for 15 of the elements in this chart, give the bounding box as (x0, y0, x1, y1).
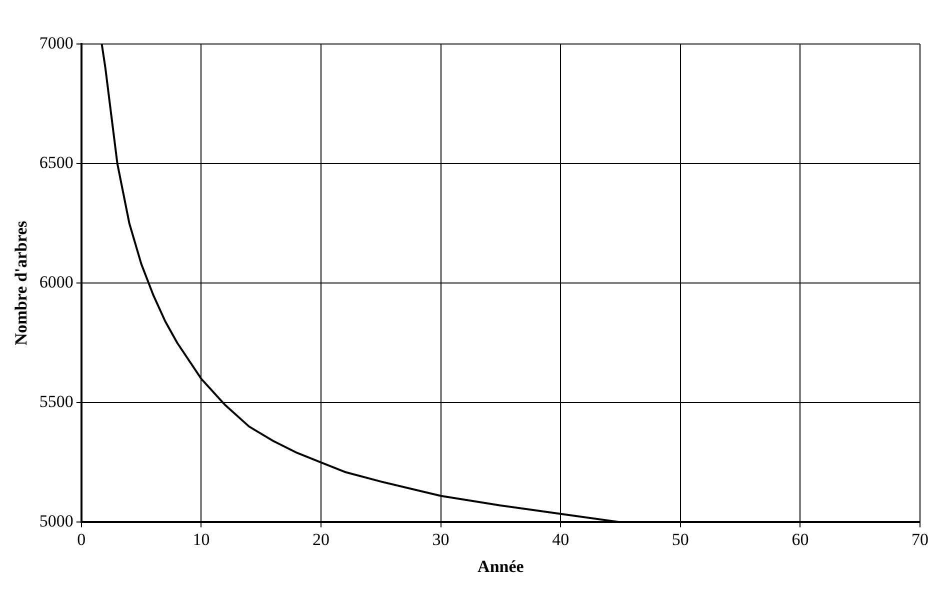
y-tick-label: 5000 (39, 512, 74, 531)
x-tick-label: 70 (912, 530, 928, 549)
x-tick-label: 0 (77, 530, 86, 549)
y-tick-label: 7000 (39, 33, 74, 52)
x-tick-label: 60 (792, 530, 809, 549)
x-tick-label: 50 (672, 530, 689, 549)
x-axis-title: Année (478, 557, 524, 576)
y-tick-label: 5500 (39, 392, 74, 412)
y-tick-label: 6000 (39, 272, 74, 292)
x-tick-label: 20 (312, 530, 330, 549)
y-axis-title: Nombre d'arbres (12, 220, 31, 346)
y-tick-label: 6500 (39, 153, 74, 172)
x-tick-label: 40 (552, 530, 570, 549)
x-tick-label: 30 (432, 530, 450, 549)
x-tick-label: 10 (192, 530, 210, 549)
